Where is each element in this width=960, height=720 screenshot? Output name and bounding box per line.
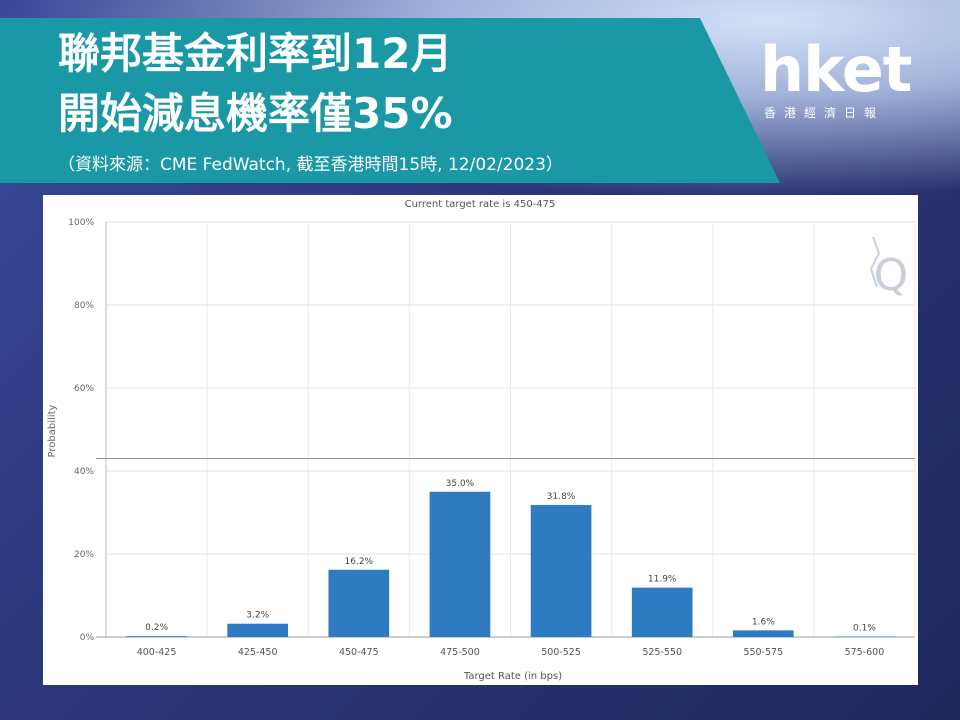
data-label: 3.2%	[246, 611, 269, 621]
data-label: 0.2%	[145, 623, 168, 633]
grid-layer	[96, 221, 916, 638]
bar-layer	[126, 491, 895, 637]
probability-bar-chart: Current target rate is 450-475 Probabili…	[47, 199, 916, 682]
y-tick-label: 20%	[74, 550, 94, 560]
y-tick-label: 40%	[74, 467, 94, 477]
logo-subtitle: 香港經濟日報	[764, 106, 885, 120]
source-note: （資料來源：CME FedWatch, 截至香港時間15時, 12/02/202…	[58, 155, 563, 175]
bar	[530, 505, 592, 637]
y-tick-label: 0%	[80, 633, 95, 643]
q-watermark-icon: Q	[870, 236, 909, 301]
bar	[631, 587, 693, 637]
data-label: 31.8%	[547, 492, 576, 502]
bar	[732, 630, 794, 637]
x-tick-label: 450-475	[339, 647, 379, 658]
headline-title-line2: 開始減息機率僅35%	[58, 89, 453, 138]
x-tick-label: 525-550	[642, 647, 682, 658]
y-tick-label: 60%	[74, 384, 94, 394]
bar	[227, 623, 289, 637]
chart-title: Current target rate is 450-475	[405, 199, 556, 210]
y-tick-label: 100%	[68, 218, 94, 228]
x-tick-label: 550-575	[743, 647, 783, 658]
x-axis-label: Target Rate (in bps)	[463, 671, 562, 682]
data-label: 16.2%	[345, 557, 374, 567]
svg-text:Q: Q	[874, 250, 909, 301]
hket-logo: hket 香港經濟日報	[760, 38, 920, 128]
data-label: 11.9%	[648, 575, 677, 585]
x-tick-label: 425-450	[238, 647, 278, 658]
y-tick-label: 80%	[74, 301, 94, 311]
data-label: 1.6%	[752, 617, 775, 627]
bar	[328, 569, 390, 637]
x-tick-label: 500-525	[541, 647, 581, 658]
x-tick-label: 400-425	[137, 647, 177, 658]
y-axis-label: Probability	[47, 404, 58, 457]
bar	[429, 491, 491, 637]
headline-title-line1: 聯邦基金利率到12月	[58, 29, 453, 78]
data-label: 0.1%	[853, 624, 876, 634]
headline-banner: 聯邦基金利率到12月 開始減息機率僅35% （資料來源：CME FedWatch…	[0, 18, 780, 183]
x-tick-label: 575-600	[845, 647, 885, 658]
chart-panel: Current target rate is 450-475 Probabili…	[43, 195, 918, 685]
x-tick-label: 475-500	[440, 647, 480, 658]
bar	[834, 636, 895, 637]
bar	[126, 636, 187, 637]
logo-wordmark: hket	[760, 33, 912, 106]
label-layer: 0% 20% 40% 60% 80% 100% 0.2% 400-425 3.2% 425-450…	[68, 218, 884, 658]
data-label: 35.0%	[446, 479, 475, 489]
